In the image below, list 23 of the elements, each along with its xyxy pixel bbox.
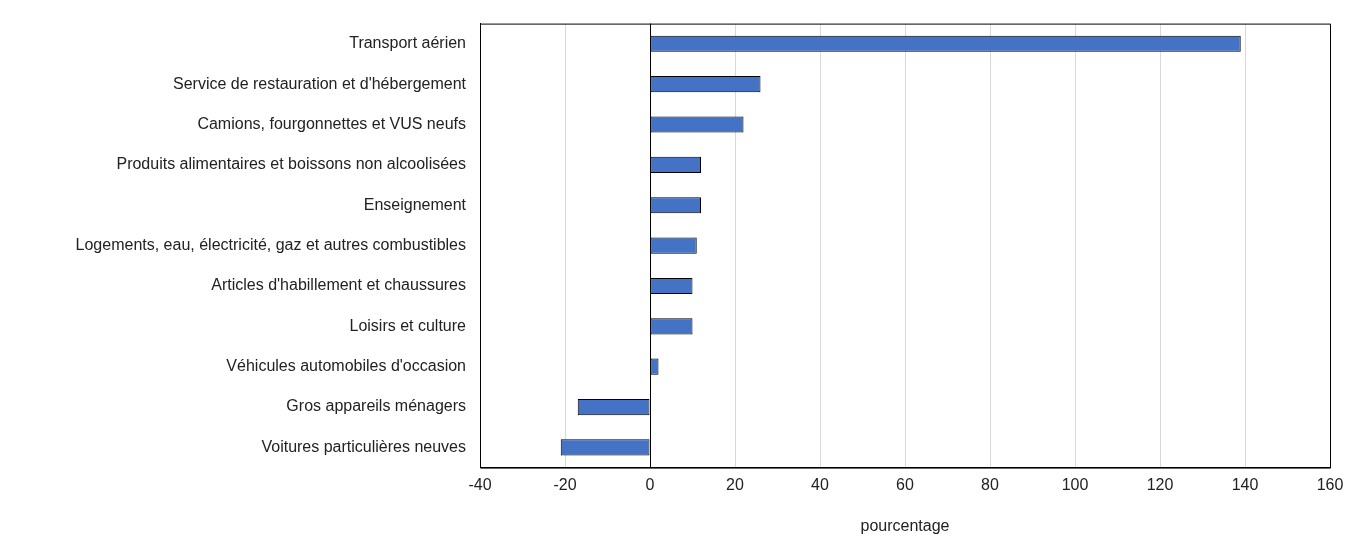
y-tick-label: Voitures particulières neuves (261, 437, 466, 455)
y-tick-label: Service de restauration et d'hébergement (172, 74, 467, 92)
x-tick-label: 160 (1316, 475, 1344, 493)
y-tick-label: Articles d'habillement et chaussures (211, 276, 466, 294)
x-tick-label: 140 (1231, 475, 1259, 493)
y-tick-label: Enseignement (363, 195, 467, 213)
x-tick-label: 0 (645, 475, 655, 493)
y-tick-label: Véhicules automobiles d'occasion (226, 357, 466, 375)
y-tick-label: Gros appareils ménagers (286, 397, 466, 415)
x-tick-label: 100 (1061, 475, 1089, 493)
y-tick-label: Logements, eau, électricité, gaz et autres combustibles (75, 236, 466, 254)
x-axis-title: pourcentage (860, 516, 950, 534)
x-tick-label: 40 (811, 475, 829, 493)
x-tick-label: 60 (896, 475, 914, 493)
x-tick-label: -40 (468, 475, 492, 493)
x-tick-label: 80 (981, 475, 999, 493)
y-tick-label: Transport aérien (349, 34, 466, 52)
x-tick-label: -20 (553, 475, 577, 493)
y-tick-label: Loisirs et culture (349, 316, 467, 334)
y-tick-label: Camions, fourgonnettes et VUS neufs (197, 114, 466, 132)
y-tick-label: Produits alimentaires et boissons non alcoolisées (116, 155, 466, 173)
x-tick-label: 120 (1146, 475, 1174, 493)
x-tick-label: 20 (726, 475, 744, 493)
